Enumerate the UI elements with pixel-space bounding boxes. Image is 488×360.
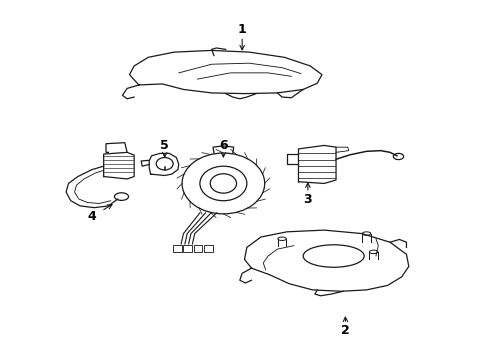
Text: 2: 2 [340,324,349,337]
Bar [183,245,191,252]
Text: 5: 5 [160,139,169,152]
Text: 3: 3 [303,193,311,206]
Text: 4: 4 [87,210,96,223]
Text: 1: 1 [237,23,246,36]
Bar [203,245,212,252]
Text: 6: 6 [219,139,227,152]
Bar [193,245,202,252]
Bar [173,245,181,252]
